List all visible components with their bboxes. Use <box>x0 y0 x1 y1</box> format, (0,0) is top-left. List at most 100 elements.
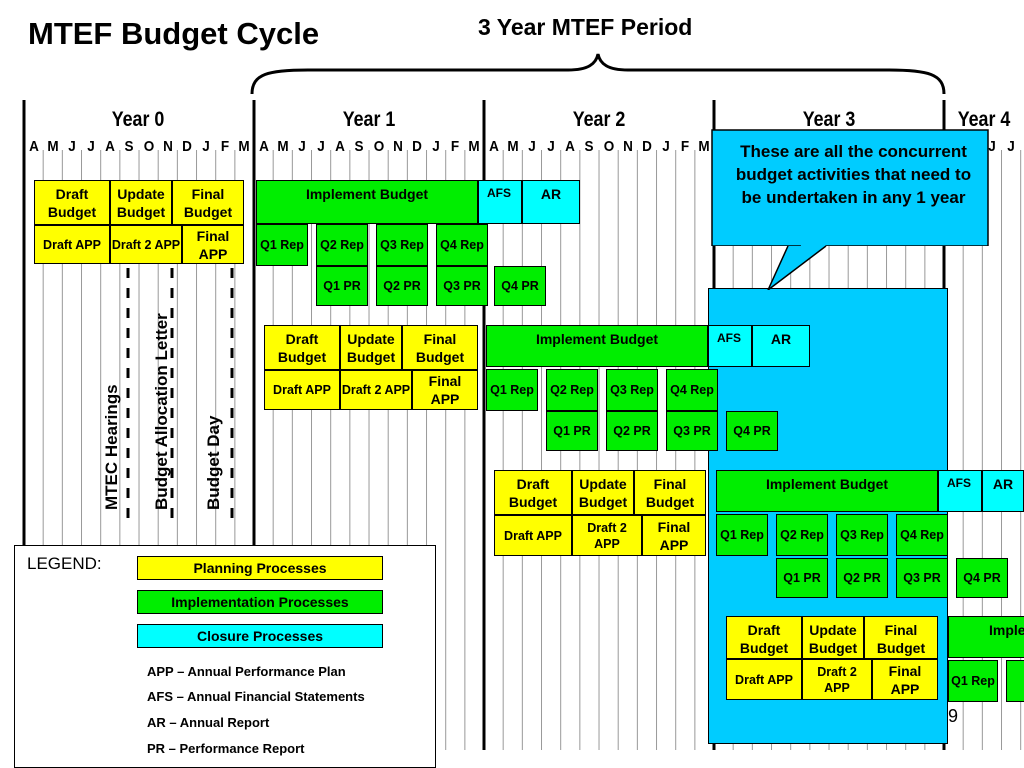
afs-box: AFS <box>938 470 982 512</box>
afs-box: AFS <box>478 180 522 224</box>
year-label-0: Year 0 <box>111 108 165 131</box>
q4-rep: Q4 Rep <box>896 514 948 556</box>
month-label: J <box>68 138 76 155</box>
final-app: Final APP <box>412 370 478 410</box>
legend-implementation: Implementation Processes <box>137 590 383 614</box>
month-label: J <box>202 138 210 155</box>
q4-pr: Q4 PR <box>956 558 1008 598</box>
month-label: M <box>698 138 711 155</box>
q3-pr: Q3 PR <box>436 266 488 306</box>
callout-box <box>711 129 989 246</box>
q3-rep: Q3 Rep <box>606 369 658 411</box>
month-label: A <box>335 138 346 155</box>
month-label: N <box>392 138 403 155</box>
month-label: J <box>1007 138 1015 155</box>
budget-allocation-letter-label: Budget Allocation Letter <box>152 313 171 510</box>
afs-box: AFS <box>708 325 752 367</box>
legend-def-afs: AFS – Annual Financial Statements <box>147 689 365 704</box>
month-label: A <box>488 138 499 155</box>
ar-box: AR <box>522 180 580 224</box>
q4-rep: Q4 Rep <box>666 369 718 411</box>
month-label: J <box>317 138 325 155</box>
month-label: N <box>162 138 173 155</box>
month-label: D <box>642 138 652 155</box>
q2-rep: Q2 Rep <box>776 514 828 556</box>
month-label: D <box>182 138 192 155</box>
q4-rep: Q4 Rep <box>436 224 488 266</box>
month-label: M <box>238 138 251 155</box>
final-app: Final APP <box>642 515 706 556</box>
q1-rep: Q1 Rep <box>948 660 998 702</box>
ar-box: AR <box>752 325 810 367</box>
q2-pr: Q2 PR <box>376 266 428 306</box>
draft2-app: Draft 2 APP <box>110 225 182 264</box>
legend-closure: Closure Processes <box>137 624 383 648</box>
month-label: M <box>47 138 59 155</box>
month-label: J <box>432 138 440 155</box>
q4-pr: Q4 PR <box>726 411 778 451</box>
q2-rep-partial <box>1006 660 1024 702</box>
draft2-app: Draft 2 APP <box>340 370 412 410</box>
q3-pr: Q3 PR <box>896 558 948 598</box>
draft2-app: Draft 2 APP <box>572 515 642 556</box>
final-budget: Final Budget <box>864 616 938 659</box>
q1-pr: Q1 PR <box>316 266 368 306</box>
final-app: Final APP <box>872 659 938 700</box>
callout-pointer <box>767 246 827 290</box>
month-label: D <box>412 138 422 155</box>
month-label: F <box>221 138 230 155</box>
legend-def-pr: PR – Performance Report <box>147 741 305 756</box>
draft-budget: Draft Budget <box>34 180 110 225</box>
month-label: M <box>468 138 481 155</box>
ar-box: AR <box>982 470 1024 512</box>
legend: LEGEND: Planning Processes Implementatio… <box>14 545 436 768</box>
month-label: J <box>87 138 95 155</box>
update-budget: Update Budget <box>340 325 402 370</box>
month-label: M <box>507 138 519 155</box>
implement-budget-partial: Imple <box>948 616 1024 658</box>
final-budget: Final Budget <box>402 325 478 370</box>
draft-budget: Draft Budget <box>726 616 802 659</box>
q1-rep: Q1 Rep <box>486 369 538 411</box>
q1-pr: Q1 PR <box>776 558 828 598</box>
q1-pr: Q1 PR <box>546 411 598 451</box>
month-label: N <box>622 138 633 155</box>
q4-pr: Q4 PR <box>494 266 546 306</box>
implement-budget: Implement Budget <box>256 180 478 224</box>
draft-budget: Draft Budget <box>264 325 340 370</box>
month-label: A <box>258 138 269 155</box>
update-budget: Update Budget <box>802 616 864 659</box>
page-number: 9 <box>948 706 959 726</box>
q2-pr: Q2 PR <box>836 558 888 598</box>
q3-rep: Q3 Rep <box>376 224 428 266</box>
period-brace <box>250 53 946 95</box>
month-label: J <box>662 138 670 155</box>
year-label-1: Year 1 <box>342 108 396 131</box>
draft-app: Draft APP <box>264 370 340 410</box>
q3-rep: Q3 Rep <box>836 514 888 556</box>
final-app: Final APP <box>182 225 244 264</box>
mtec-hearings-label: MTEC Hearings <box>102 384 121 510</box>
draft2-app: Draft 2 APP <box>802 659 872 700</box>
month-label: S <box>124 138 134 155</box>
year-label-3: Year 3 <box>802 108 856 131</box>
q2-rep: Q2 Rep <box>546 369 598 411</box>
year-label-4: Year 4 <box>957 108 1011 131</box>
month-label: J <box>547 138 555 155</box>
final-budget: Final Budget <box>634 470 706 515</box>
draft-app: Draft APP <box>494 515 572 556</box>
month-label: A <box>28 138 39 155</box>
month-label: J <box>528 138 536 155</box>
month-label: J <box>298 138 306 155</box>
legend-def-ar: AR – Annual Report <box>147 715 270 730</box>
month-label: A <box>565 138 576 155</box>
q3-pr: Q3 PR <box>666 411 718 451</box>
month-label: O <box>143 138 154 155</box>
month-label: F <box>681 138 690 155</box>
draft-budget: Draft Budget <box>494 470 572 515</box>
implement-budget: Implement Budget <box>716 470 938 512</box>
month-label: J <box>988 138 996 155</box>
mtef-period-label: 3 Year MTEF Period <box>478 14 693 40</box>
q2-pr: Q2 PR <box>606 411 658 451</box>
update-budget: Update Budget <box>110 180 172 225</box>
